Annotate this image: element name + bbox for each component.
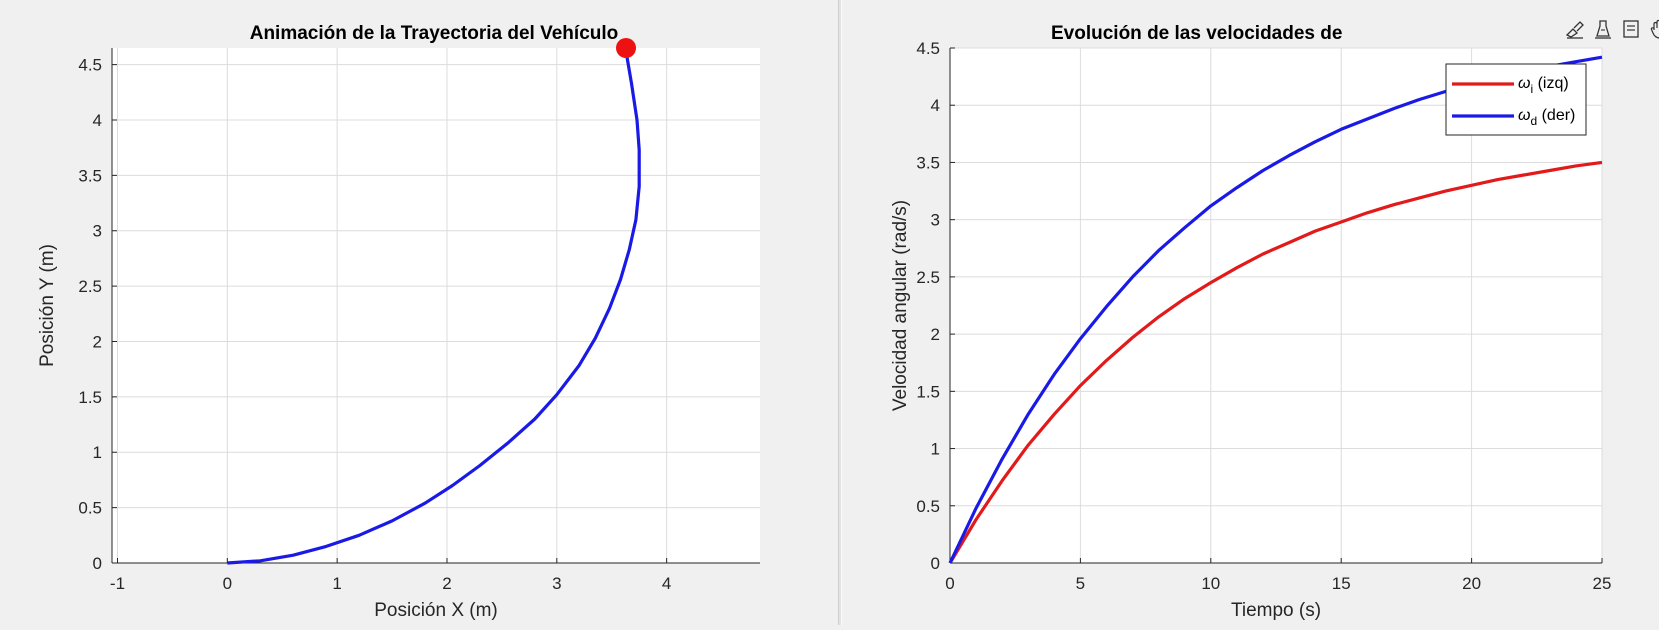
y-tick-label: 3.5 xyxy=(78,166,102,185)
velocity-chart: 0 5 10 15 20 25 0 0.5 1 1.5 2 2.5 3 3.5 4 4.5 Tiempo (s)… xyxy=(890,23,1612,621)
y-tick-label: 1.5 xyxy=(916,382,940,401)
panel-divider[interactable] xyxy=(838,0,842,625)
y-axis-label: Posición Y (m) xyxy=(37,244,58,367)
pan-hand-icon[interactable] xyxy=(1646,16,1659,41)
y-tick-label: 2.5 xyxy=(78,277,102,296)
y-tick-label: 2 xyxy=(93,332,102,351)
legend: ωi (izq)ωd (der) xyxy=(1445,63,1587,136)
y-tick-label: 0.5 xyxy=(78,499,102,518)
y-tick-label: 3 xyxy=(931,211,940,230)
chart-title: Evolución de las velocidades de xyxy=(1051,23,1342,44)
x-tick-label: 25 xyxy=(1593,574,1612,593)
legend-subscript: d xyxy=(1530,114,1537,128)
x-tick-label: 2 xyxy=(442,574,451,593)
left-figure-panel: -1 0 1 2 3 4 0 0.5 1 1.5 2 2.5 3 3.5 4 4.5 Posición X (m… xyxy=(37,23,760,621)
x-tick-label: 0 xyxy=(945,574,954,593)
x-tick-label: 4 xyxy=(662,574,671,593)
x-axis-label: Posición X (m) xyxy=(374,600,498,621)
x-tick-label: -1 xyxy=(110,574,125,593)
y-tick-label: 4 xyxy=(931,96,940,115)
legend-symbol: ω xyxy=(1518,107,1530,124)
y-tick-label: 1 xyxy=(93,443,102,462)
data-cursor-icon[interactable] xyxy=(1590,16,1615,41)
y-tick-label: 4.5 xyxy=(78,56,102,75)
x-axis-label: Tiempo (s) xyxy=(1231,600,1321,621)
x-tick-label: 1 xyxy=(332,574,341,593)
x-tick-label: 15 xyxy=(1332,574,1351,593)
chart-title: Animación de la Trayectoria del Vehículo xyxy=(250,23,619,44)
legend-suffix: (der) xyxy=(1537,107,1575,124)
series-line-0 xyxy=(948,160,1603,564)
axes-toolbar xyxy=(1562,16,1659,41)
legend-entry: ωi (izq) xyxy=(1518,75,1569,96)
x-tick-label: 5 xyxy=(1076,574,1085,593)
x-tick-label: 3 xyxy=(552,574,561,593)
y-tick-label: 4 xyxy=(93,111,102,130)
vehicle-position-marker xyxy=(616,38,637,58)
y-tick-label: 3 xyxy=(93,222,102,241)
y-tick-label: 0 xyxy=(931,554,940,573)
y-tick-label: 1 xyxy=(931,440,940,459)
y-tick-label: 0.5 xyxy=(916,497,940,516)
legend-symbol: ω xyxy=(1518,75,1530,92)
y-tick-label: 4.5 xyxy=(916,39,940,58)
legend-subscript: i xyxy=(1530,82,1533,96)
plot-area xyxy=(112,48,760,563)
legend-suffix: (izq) xyxy=(1533,75,1569,92)
legend-entry: ωd (der) xyxy=(1518,107,1575,128)
y-tick-label: 2.5 xyxy=(916,268,940,287)
x-tick-label: 0 xyxy=(223,574,232,593)
y-tick-label: 3.5 xyxy=(916,153,940,172)
y-tick-label: 1.5 xyxy=(78,388,102,407)
y-tick-label: 2 xyxy=(931,325,940,344)
legend-toggle-icon[interactable] xyxy=(1618,16,1643,41)
x-tick-label: 10 xyxy=(1201,574,1220,593)
series-line-0 xyxy=(227,51,641,565)
y-tick-label: 0 xyxy=(93,554,102,573)
right-figure-panel: 0 5 10 15 20 25 0 0.5 1 1.5 2 2.5 3 3.5 4 4.5 Tiempo (s)… xyxy=(842,0,1659,625)
trajectory-chart: -1 0 1 2 3 4 0 0.5 1 1.5 2 2.5 3 3.5 4 4.5 Posición X (m… xyxy=(37,23,760,621)
y-axis-label: Velocidad angular (rad/s) xyxy=(890,200,911,411)
brush-edit-icon[interactable] xyxy=(1562,16,1587,41)
x-tick-label: 20 xyxy=(1462,574,1481,593)
legend-box xyxy=(1445,63,1587,136)
